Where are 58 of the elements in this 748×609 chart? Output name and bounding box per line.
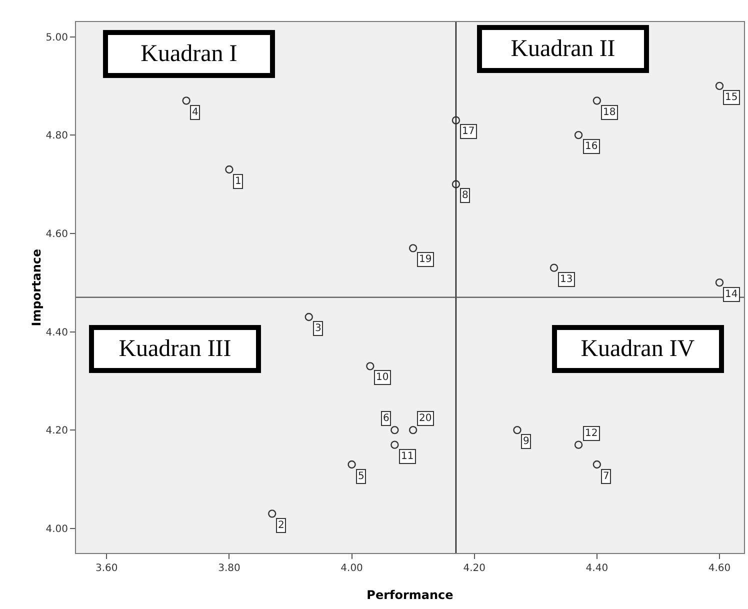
annotation: Kuadran I: [140, 41, 238, 67]
series-label: 3: [315, 323, 322, 334]
x-tick-label: 4.00: [340, 563, 363, 574]
series-label: 17: [462, 126, 475, 137]
point: [715, 278, 724, 287]
point: [715, 82, 724, 90]
point: [366, 362, 374, 370]
point: [348, 460, 356, 469]
series-label: 5: [358, 471, 364, 482]
point: [225, 165, 234, 174]
series-label: 7: [603, 471, 610, 482]
series-label: 15: [725, 92, 738, 103]
y-axis-title: Importance: [30, 248, 44, 326]
series-label: 16: [585, 141, 598, 152]
series-label: 19: [419, 254, 432, 265]
x-tick-label: 3.60: [96, 563, 118, 574]
y-tick-label: 4.40: [46, 327, 68, 338]
series-label: 14: [725, 289, 738, 300]
point: [304, 312, 313, 322]
x-tick-label: 3.80: [218, 563, 240, 574]
point: [452, 180, 460, 188]
point: [390, 440, 399, 449]
series-label: 1: [235, 176, 242, 187]
x-tick-label: 4.20: [463, 563, 486, 574]
point: [452, 116, 460, 124]
point: [390, 426, 399, 434]
point: [592, 460, 602, 469]
point: [408, 244, 418, 252]
series-label: 9: [523, 436, 530, 447]
point: [268, 510, 276, 518]
series-label: 12: [585, 428, 598, 439]
series-label: 4: [192, 107, 198, 118]
point: [592, 96, 602, 105]
y-tick-label: 4.20: [46, 426, 68, 437]
point: [513, 426, 522, 434]
point: [408, 426, 418, 434]
x-tick-label: 4.40: [586, 563, 608, 574]
series-label: 2: [278, 520, 284, 531]
series-label: 11: [401, 451, 414, 462]
x-tick-label: 4.60: [708, 563, 731, 574]
series-label: 6: [383, 413, 390, 424]
x-axis-title: Performance: [366, 588, 454, 602]
series-label: 8: [462, 190, 468, 201]
series-label: 18: [603, 107, 616, 118]
point: [550, 264, 558, 272]
y-tick-label: 4.80: [46, 130, 68, 142]
series-label: 20: [419, 413, 432, 424]
y-tick-label: 5.00: [46, 32, 68, 44]
y-tick-label: 4.60: [46, 228, 68, 240]
y-tick-label: 4.00: [46, 524, 68, 535]
point: [574, 440, 583, 449]
annotation: Kuadran IV: [580, 336, 696, 362]
point: [182, 96, 190, 105]
series-label: 10: [376, 372, 389, 383]
annotation: Kuadran II: [510, 36, 616, 62]
annotation: Kuadran III: [118, 336, 232, 362]
point: [574, 130, 583, 140]
series-label: 13: [560, 274, 573, 285]
